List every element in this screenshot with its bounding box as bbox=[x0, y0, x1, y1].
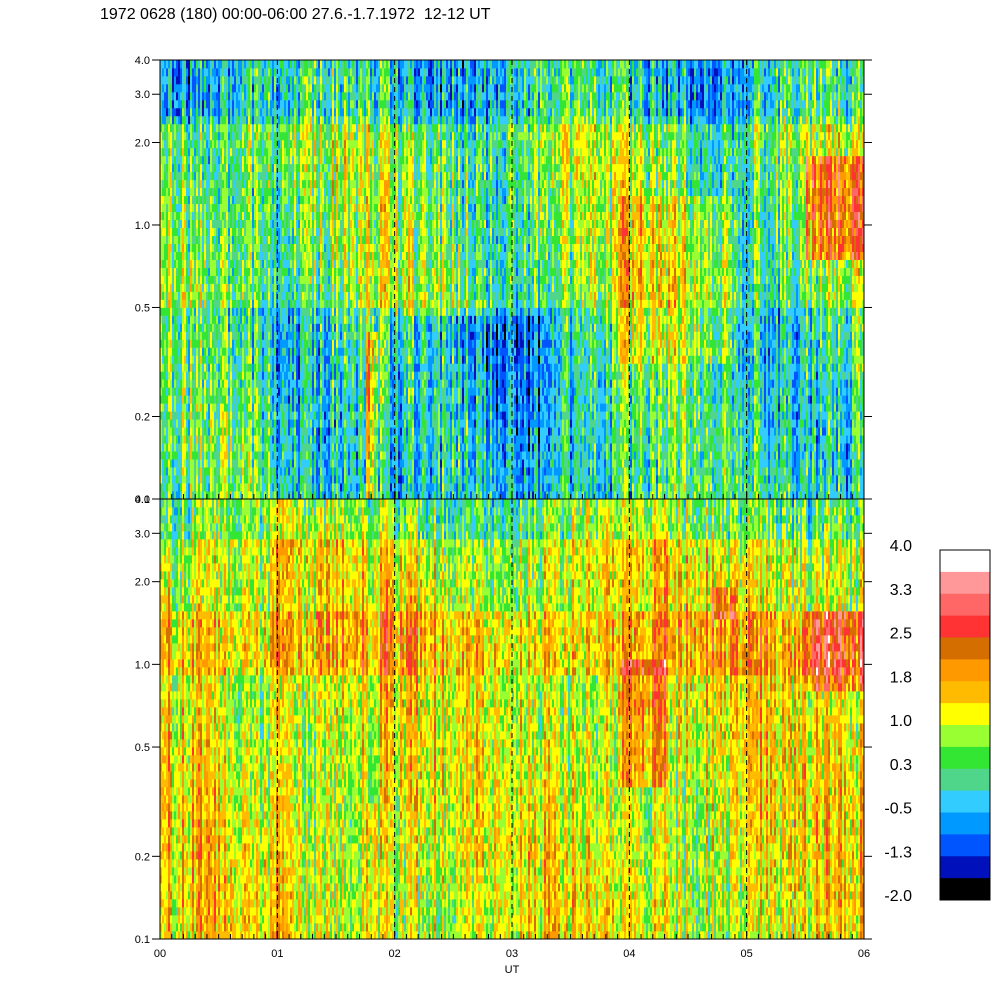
colorbar-label: -1.3 bbox=[884, 844, 912, 861]
colorbar-swatch bbox=[940, 746, 990, 770]
y-tick-label: 2.0 bbox=[135, 577, 150, 589]
colorbar: 4.0 3.3 2.5 1.8 1.0 0.3 -0.5 -1.3 -2.0 bbox=[884, 538, 991, 905]
colorbar-label: 1.8 bbox=[890, 669, 912, 686]
chart-title: 1972 0628 (180) 00:00-06:00 27.6.-1.7.19… bbox=[100, 6, 491, 24]
y-tick-label: 4.0 bbox=[135, 494, 150, 506]
colorbar-swatch bbox=[940, 593, 990, 617]
colorbar-swatch bbox=[940, 550, 990, 573]
x-tick-label: 04 bbox=[623, 948, 635, 960]
y-tick-label: 4.0 bbox=[135, 55, 150, 67]
colorbar-swatch bbox=[940, 703, 990, 726]
heatmap-lower bbox=[160, 499, 864, 939]
colorbar-label: 2.5 bbox=[890, 626, 912, 643]
y-tick-label: 0.5 bbox=[135, 302, 150, 314]
colorbar-label: 1.0 bbox=[890, 713, 912, 730]
colorbar-label: -0.5 bbox=[884, 801, 912, 818]
y-tick-label: 0.1 bbox=[135, 494, 150, 506]
colorbar-swatch bbox=[940, 812, 990, 835]
colorbar-label: 0.3 bbox=[890, 757, 912, 774]
x-tick-label: 02 bbox=[389, 948, 401, 960]
panel-lower: 0.1 0.2 0.5 1.0 2.0 3.0 4.0 00 01 02 03 04 05 06 UT bbox=[135, 494, 872, 976]
colorbar-label: 4.0 bbox=[890, 538, 912, 555]
x-tick-label: 03 bbox=[506, 948, 518, 960]
x-tick-label: 00 bbox=[154, 948, 166, 960]
colorbar-frame bbox=[939, 549, 991, 901]
x-tick-label: 05 bbox=[741, 948, 753, 960]
y-tick-label: 3.0 bbox=[135, 89, 150, 101]
colorbar-label: 3.3 bbox=[890, 582, 912, 599]
heatmap-upper bbox=[160, 60, 864, 499]
y-tick-label: 0.1 bbox=[135, 934, 150, 946]
y-tick-label: 0.2 bbox=[135, 412, 150, 424]
colorbar-label: -2.0 bbox=[884, 888, 912, 905]
y-tick-label: 3.0 bbox=[135, 528, 150, 540]
colorbar-swatch bbox=[940, 659, 990, 682]
y-tick-label: 2.0 bbox=[135, 137, 150, 149]
x-tick-label: 06 bbox=[858, 948, 870, 960]
colorbar-swatch bbox=[940, 768, 990, 792]
x-tick-label: 01 bbox=[271, 948, 283, 960]
y-tick-label: 0.2 bbox=[135, 851, 150, 863]
colorbar-swatch bbox=[940, 856, 990, 879]
colorbar-swatch bbox=[940, 834, 990, 857]
colorbar-swatch bbox=[940, 637, 990, 660]
panel-upper: 0.1 0.2 0.5 1.0 2.0 3.0 4.0 bbox=[135, 55, 872, 506]
colorbar-swatch bbox=[940, 571, 990, 595]
y-tick-label: 1.0 bbox=[135, 659, 150, 671]
x-axis-label: UT bbox=[505, 964, 520, 976]
y-tick-label: 1.0 bbox=[135, 220, 150, 232]
colorbar-swatch bbox=[940, 725, 990, 748]
colorbar-swatch bbox=[940, 878, 990, 901]
colorbar-swatch bbox=[940, 681, 990, 704]
y-tick-label: 0.5 bbox=[135, 742, 150, 754]
colorbar-swatch bbox=[940, 615, 990, 638]
colorbar-swatch bbox=[940, 790, 990, 813]
